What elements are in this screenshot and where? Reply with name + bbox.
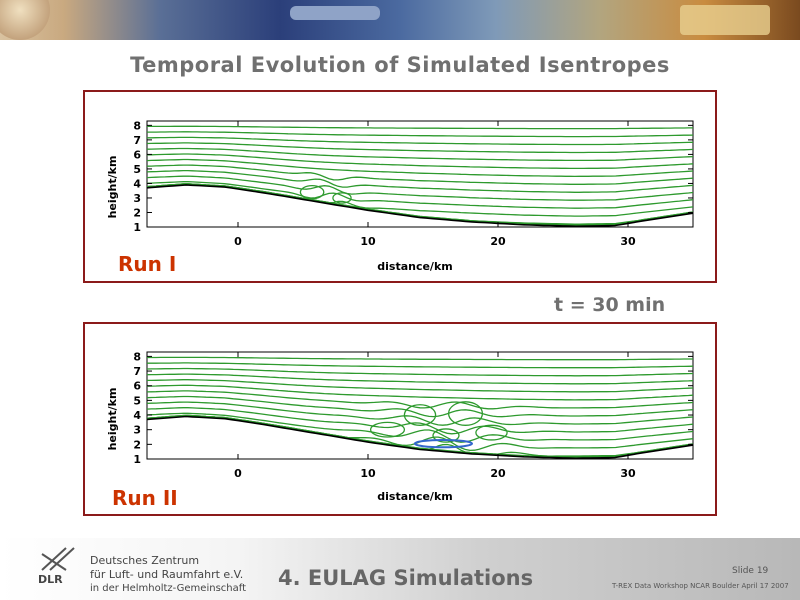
y-tick-label: 8 xyxy=(133,350,141,363)
x-tick-label: 20 xyxy=(490,235,506,248)
plot-frame xyxy=(146,351,694,460)
org-line-1: Deutsches Zentrum xyxy=(90,554,200,567)
y-tick-label: 8 xyxy=(133,119,141,132)
header-banner xyxy=(0,0,800,40)
x-tick-label: 10 xyxy=(360,467,376,480)
x-tick-label: 0 xyxy=(234,467,242,480)
y-tick-label: 5 xyxy=(133,163,141,176)
rotor-contour xyxy=(413,438,473,449)
isentrope-line xyxy=(147,379,694,393)
y-tick-label: 2 xyxy=(133,438,141,451)
x-tick-label: 10 xyxy=(360,235,376,248)
slide-number: Slide 19 xyxy=(732,566,769,576)
y-tick-label: 6 xyxy=(133,148,141,161)
chart-panel-run-1: height/km distance/km 1 2 3 4 5 6 7 8 0 10 20 30 Ru… xyxy=(83,90,717,283)
y-tick-label: 3 xyxy=(133,424,141,437)
isentrope-line xyxy=(147,125,693,130)
isentrope-line xyxy=(146,401,694,426)
isentrope-line xyxy=(146,373,694,385)
isentrope-line xyxy=(146,164,694,185)
y-tick-label: 7 xyxy=(133,365,141,378)
y-tick-label: 5 xyxy=(133,394,141,407)
y-axis-label: height/km xyxy=(106,156,119,219)
x-axis-label: distance/km xyxy=(377,260,452,273)
isentrope-plot-run-2: height/km distance/km 1 23 4 56 7 8 0 10 20 30 xyxy=(106,350,694,503)
isentrope-line xyxy=(146,181,694,209)
run-label-1: Run I xyxy=(118,252,177,276)
terrain-profile xyxy=(146,184,694,228)
isentrope-line xyxy=(147,131,694,138)
chart-panel-run-2: height/km distance/km 1 2 3 4 5 6 7 8 0 10 20 30 Ru… xyxy=(83,322,717,516)
y-tick-label: 4 xyxy=(133,409,141,422)
isentrope-line xyxy=(146,142,694,154)
x-tick-label: 30 xyxy=(620,467,636,480)
overturning-contour xyxy=(299,184,325,200)
x-tick-label: 0 xyxy=(234,235,242,248)
isentrope-line xyxy=(146,390,694,410)
isentrope-line xyxy=(146,158,694,178)
y-tick-label: 1 xyxy=(133,221,141,234)
y-tick-label: 6 xyxy=(133,380,141,393)
isentrope-line xyxy=(147,356,693,361)
x-tick-label: 20 xyxy=(490,467,506,480)
y-tick-label: 4 xyxy=(133,177,141,190)
y-tick-label: 2 xyxy=(133,206,141,219)
isentrope-line xyxy=(146,412,694,443)
overturning-contour xyxy=(475,424,508,441)
y-axis-label: height/km xyxy=(106,388,119,451)
isentrope-line xyxy=(146,367,694,377)
aircraft-graphic xyxy=(290,6,380,20)
logo-text: DLR xyxy=(38,573,63,586)
y-tick-label: 1 xyxy=(133,453,141,466)
isentrope-line xyxy=(146,183,694,217)
org-line-3: in der Helmholtz-Gemeinschaft xyxy=(90,583,247,594)
time-label: t = 30 min xyxy=(554,294,666,316)
plot-frame xyxy=(146,120,694,228)
isentrope-line xyxy=(147,362,694,369)
overturning-contour xyxy=(369,421,406,438)
y-tick-label: 7 xyxy=(133,134,141,147)
isentrope-line xyxy=(146,384,694,401)
conference-note: T-REX Data Workshop NCAR Boulder April 1… xyxy=(612,582,789,590)
overturning-contour xyxy=(447,401,484,426)
isentrope-line xyxy=(146,407,694,435)
x-axis-label: distance/km xyxy=(377,490,452,503)
isentrope-line xyxy=(146,175,694,201)
isentrope-line xyxy=(146,395,694,418)
isentrope-line xyxy=(147,136,694,146)
slide-title: Temporal Evolution of Simulated Isentrop… xyxy=(130,53,670,77)
isentrope-line xyxy=(146,414,694,458)
footer-bar xyxy=(0,538,800,600)
y-tick-label: 3 xyxy=(133,192,141,205)
org-line-2: für Luft- und Raumfahrt e.V. xyxy=(90,568,244,581)
satellite-graphic xyxy=(680,5,770,35)
terrain-profile xyxy=(146,415,694,460)
isentrope-line xyxy=(146,147,694,162)
isentrope-line xyxy=(146,183,694,226)
overturning-contour xyxy=(332,192,352,204)
isentrope-line xyxy=(146,153,694,170)
organization-name: Deutsches Zentrum für Luft- und Raumfahr… xyxy=(90,554,246,596)
isentrope-line xyxy=(146,169,694,193)
planet-graphic xyxy=(0,0,50,40)
overturning-contour xyxy=(403,404,437,426)
section-title: 4. EULAG Simulations xyxy=(278,566,534,590)
overturning-contour xyxy=(432,428,460,443)
isentrope-plot-run-1: height/km distance/km 1 23 45 67 8 0 10 20 30 xyxy=(106,119,694,273)
x-tick-label: 30 xyxy=(620,235,636,248)
dlr-logo-icon: DLR xyxy=(38,547,75,586)
run-label-2: Run II xyxy=(112,486,178,510)
